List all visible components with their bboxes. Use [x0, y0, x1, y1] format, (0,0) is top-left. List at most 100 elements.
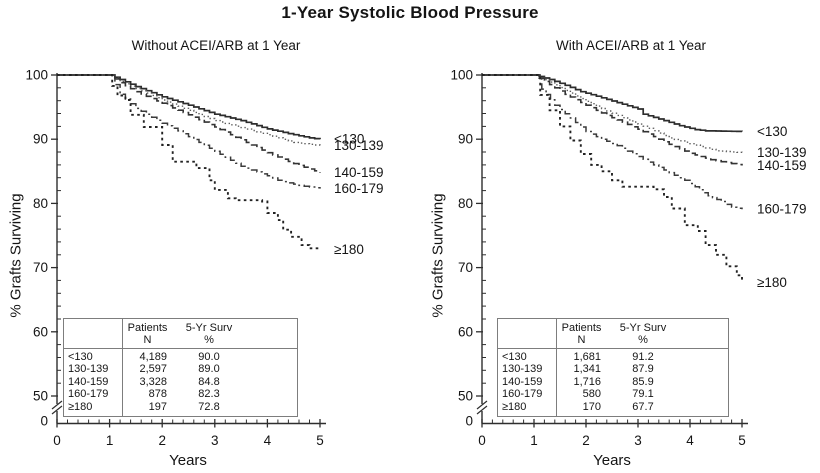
row-label: 140-159	[502, 375, 543, 388]
x-tick-label: 4	[264, 433, 272, 448]
x-tick-label: 3	[211, 433, 219, 448]
survival-curve-under-130	[57, 74, 321, 140]
curve-label-under-130: <130	[757, 124, 787, 139]
y-axis-break-icon	[51, 400, 63, 415]
inset-table-header: Patients N 5-Yr Surv%	[64, 319, 297, 349]
patients-n-value: 170	[582, 400, 601, 413]
survival-curve-under-130	[482, 74, 743, 133]
patients-n-value: 1,716	[573, 375, 601, 388]
y-tick-label-zero: 0	[465, 414, 473, 429]
five-yr-surv-value: 84.8	[198, 375, 220, 388]
x-tick-label: 2	[582, 433, 590, 448]
table-row: 130-139 2,597 89.0	[64, 363, 297, 375]
figure-title: 1-Year Systolic Blood Pressure	[281, 3, 539, 22]
patients-n-value: 197	[148, 400, 167, 413]
curve-label-130-139: 130-139	[757, 145, 807, 160]
row-label: 130-139	[68, 363, 109, 376]
y-tick-label: 80	[458, 196, 473, 211]
table-row: ≥180 197 72.8	[64, 401, 297, 413]
survival-curve-140-159	[482, 74, 743, 166]
inset-table-body: <130 1,681 91.2 130-139 1,341 87.9 140-159 1,71…	[498, 349, 728, 413]
survival-curve-130-139	[57, 74, 321, 146]
table-row: 140-159 1,716 85.9	[498, 376, 728, 388]
table-row: <130 4,189 90.0	[64, 351, 297, 363]
five-yr-surv-value: 72.8	[198, 400, 220, 413]
patients-n-value: 878	[148, 388, 167, 401]
x-tick-label: 5	[316, 433, 324, 448]
header-cell: 5-Yr Surv%	[185, 322, 233, 346]
y-tick-label: 70	[458, 260, 473, 275]
table-row: 130-139 1,341 87.9	[498, 363, 728, 375]
curve-label-180-plus: ≥180	[757, 275, 787, 290]
header-cell: Patients N	[561, 322, 602, 346]
row-label: 130-139	[502, 363, 543, 376]
curve-label-160-179: 160-179	[757, 202, 807, 217]
table-row: 160-179 878 82.3	[64, 388, 297, 400]
row-label: <130	[502, 351, 527, 363]
header-corner-cell	[498, 322, 556, 346]
y-tick-label: 80	[33, 196, 48, 211]
y-tick-label: 70	[33, 260, 48, 275]
curve-label-160-179: 160-179	[334, 181, 384, 196]
curve-label-under-130: <130	[334, 132, 364, 147]
patients-n-value: 4,189	[139, 351, 167, 363]
y-axis-break-icon	[476, 400, 488, 415]
y-tick-label: 90	[458, 132, 473, 147]
curve-label-140-159: 140-159	[334, 165, 384, 180]
row-label: 160-179	[68, 388, 109, 401]
x-axis-label-left: Years	[169, 452, 207, 469]
y-tick-label: 60	[458, 324, 473, 339]
y-tick-label-zero: 0	[40, 414, 48, 429]
survival-curve-160-179	[57, 74, 321, 189]
five-yr-surv-value: 82.3	[198, 388, 220, 401]
row-label: 140-159	[68, 375, 109, 388]
y-tick-label: 90	[33, 132, 48, 147]
header-cell: 5-Yr Surv%	[619, 322, 667, 346]
panel-title-with-acei: With ACEI/ARB at 1 Year	[555, 38, 707, 53]
five-yr-surv-value: 89.0	[198, 363, 220, 376]
inset-table-body: <130 4,189 90.0 130-139 2,597 89.0 140-159 3,32…	[64, 349, 297, 413]
x-tick-label: 0	[53, 433, 61, 448]
x-tick-label: 0	[478, 433, 486, 448]
curve-label-140-159: 140-159	[757, 158, 807, 173]
table-column-divider	[122, 319, 123, 416]
x-tick-label: 1	[106, 433, 114, 448]
y-tick-label: 100	[25, 68, 48, 83]
table-row: <130 1,681 91.2	[498, 351, 728, 363]
inset-table-with-acei: Patients N 5-Yr Surv% <130 1,681 91.2 130-139 1…	[497, 318, 729, 417]
survival-curve-180-plus	[482, 74, 743, 283]
five-yr-surv-value: 79.1	[632, 388, 654, 401]
survival-curve-130-139	[482, 74, 743, 153]
patients-n-value: 580	[582, 388, 601, 401]
y-tick-label: 60	[33, 324, 48, 339]
patients-n-value: 3,328	[139, 375, 167, 388]
five-yr-surv-value: 67.7	[632, 400, 654, 413]
row-label: 160-179	[502, 388, 543, 401]
five-yr-surv-value: 91.2	[632, 351, 654, 363]
y-tick-label: 50	[33, 389, 48, 404]
x-tick-label: 1	[530, 433, 538, 448]
x-tick-label: 4	[686, 433, 694, 448]
patients-n-value: 1,681	[573, 351, 601, 363]
five-yr-surv-value: 90.0	[198, 351, 220, 363]
table-row: ≥180 170 67.7	[498, 401, 728, 413]
row-label: ≥180	[68, 400, 93, 413]
five-yr-surv-value: 85.9	[632, 375, 654, 388]
x-axis-label-right: Years	[593, 452, 631, 469]
table-row: 140-159 3,328 84.8	[64, 376, 297, 388]
survival-curve-180-plus	[57, 74, 321, 250]
inset-table-header: Patients N 5-Yr Surv%	[498, 319, 728, 349]
header-corner-cell	[64, 322, 122, 346]
inset-table-without-acei: Patients N 5-Yr Surv% <130 4,189 90.0 130-139 2…	[63, 318, 298, 417]
x-tick-label: 5	[738, 433, 746, 448]
row-label: <130	[68, 351, 93, 363]
header-cell: Patients N	[127, 322, 168, 346]
patients-n-value: 1,341	[573, 363, 601, 376]
patients-n-value: 2,597	[139, 363, 167, 376]
x-tick-label: 3	[634, 433, 642, 448]
y-tick-label: 50	[458, 389, 473, 404]
